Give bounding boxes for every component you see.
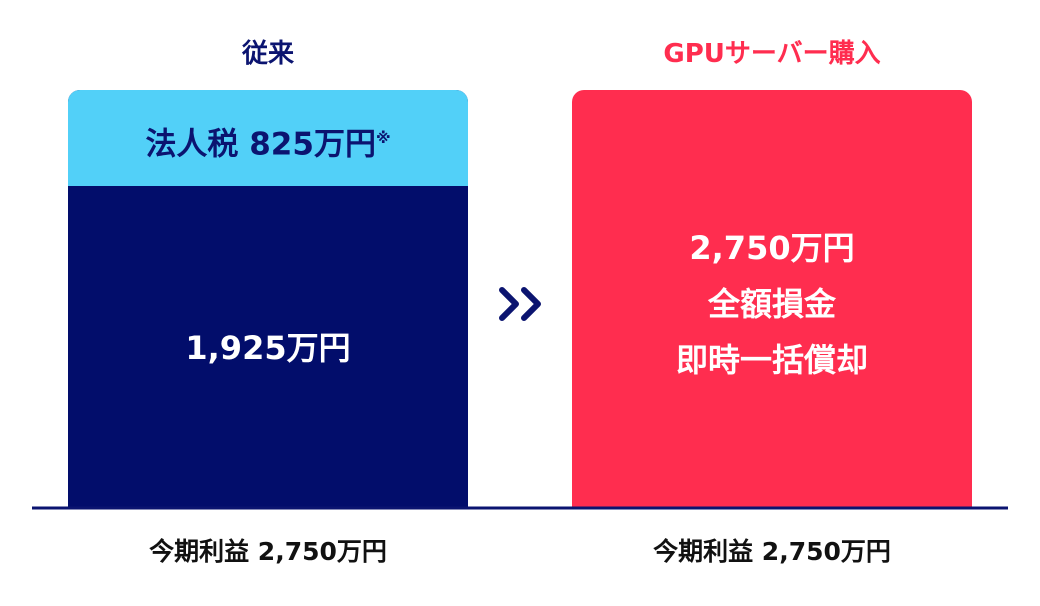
right-profit: 今期利益 2,750万円 bbox=[653, 537, 891, 566]
tax-note: ※ bbox=[375, 129, 391, 147]
right-line: 2,750万円 bbox=[689, 229, 855, 267]
left-box: 法人税 825万円※ 1,925万円 bbox=[68, 90, 468, 508]
arrow bbox=[499, 287, 519, 321]
right-lines: 2,750万円 全額損金 即時一括償却 bbox=[572, 220, 972, 388]
left-profit: 今期利益 2,750万円 bbox=[149, 537, 387, 566]
tax-label-row: 法人税 825万円※ bbox=[68, 116, 468, 166]
tax-band bbox=[68, 90, 468, 186]
arrow bbox=[521, 287, 541, 321]
right-box: 2,750万円 全額損金 即時一括償却 bbox=[572, 90, 972, 508]
right-line: 即時一括償却 bbox=[675, 341, 868, 379]
tax-label: 法人税 825万円 bbox=[145, 126, 376, 163]
right-line: 全額損金 bbox=[707, 285, 836, 323]
right-title: GPUサーバー購入 bbox=[663, 39, 881, 69]
left-title: 従来 bbox=[241, 39, 294, 69]
left-amount: 1,925万円 bbox=[185, 329, 351, 367]
